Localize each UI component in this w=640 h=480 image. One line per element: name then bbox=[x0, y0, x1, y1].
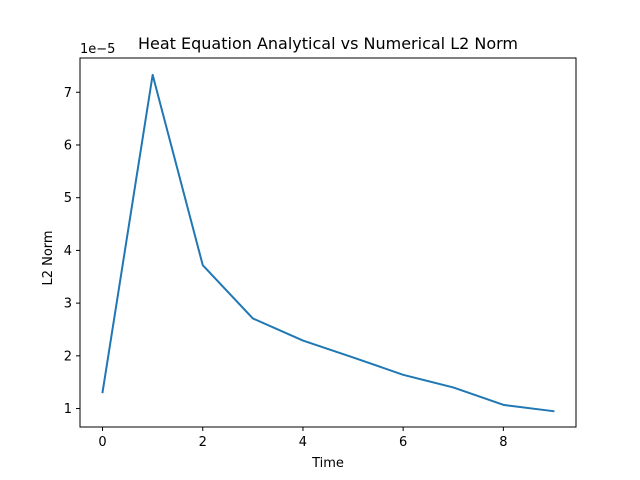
y-tick-label: 5 bbox=[64, 191, 72, 206]
y-tick-label: 3 bbox=[64, 297, 72, 312]
y-tick-label: 4 bbox=[64, 244, 72, 259]
y-tick-label: 2 bbox=[64, 349, 72, 364]
x-tick-label: 2 bbox=[199, 435, 207, 450]
x-axis-label: Time bbox=[311, 456, 344, 471]
x-tick-label: 0 bbox=[98, 435, 106, 450]
x-axis-ticks: 0 2 4 6 8 bbox=[98, 427, 507, 450]
y-axis-offset-label: 1e−5 bbox=[80, 42, 115, 57]
y-tick-label: 6 bbox=[64, 138, 72, 153]
x-tick-label: 8 bbox=[499, 435, 507, 450]
y-axis-ticks: 1 2 3 4 5 6 7 bbox=[64, 86, 80, 417]
x-tick-label: 6 bbox=[399, 435, 407, 450]
plot-frame bbox=[79, 57, 577, 428]
x-tick-label: 4 bbox=[299, 435, 307, 450]
series-layer bbox=[101, 73, 555, 413]
y-axis-label: L2 Norm bbox=[41, 230, 56, 285]
y-tick-label: 1 bbox=[64, 402, 72, 417]
y-tick-label: 7 bbox=[64, 86, 72, 101]
chart-title: Heat Equation Analytical vs Numerical L2… bbox=[138, 34, 518, 53]
series-line bbox=[101, 73, 555, 413]
